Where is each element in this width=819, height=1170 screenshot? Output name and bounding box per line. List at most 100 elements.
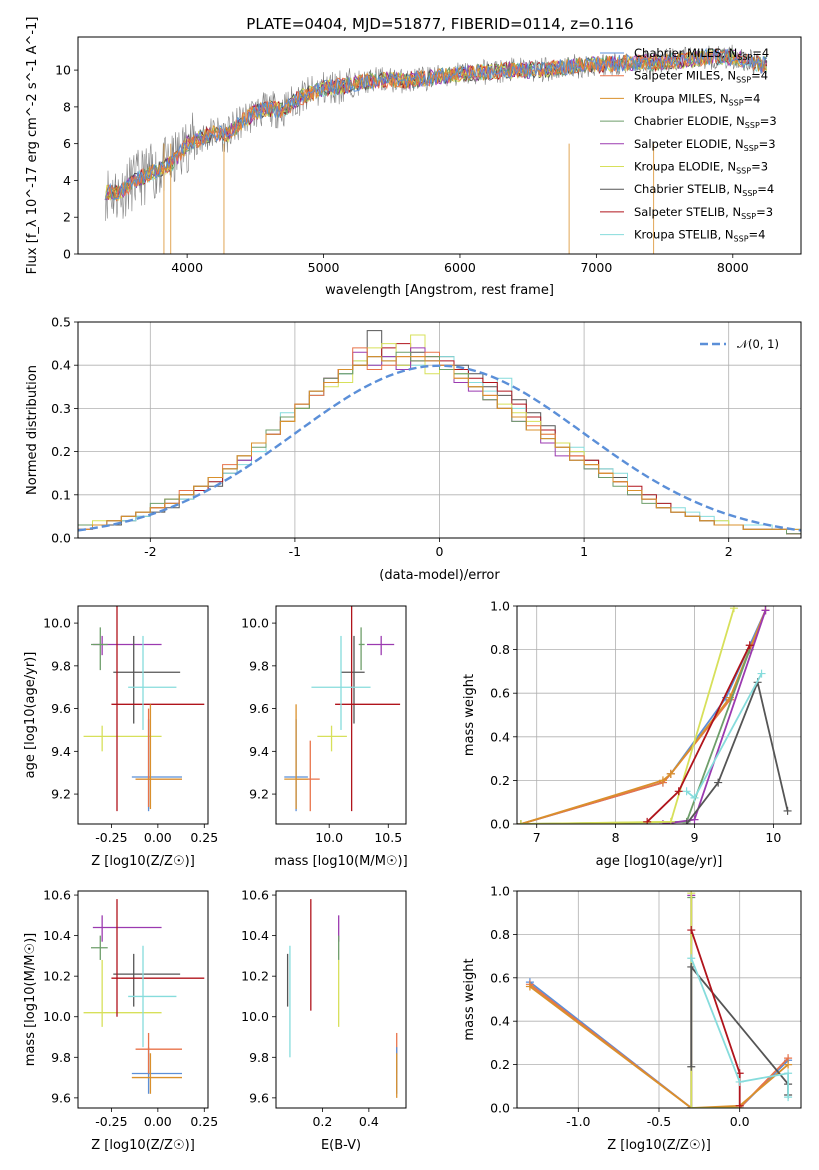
y-tick-label: 10.0 — [241, 616, 269, 631]
y-tick-label: 9.2 — [51, 787, 71, 802]
mass-weight-line — [529, 985, 789, 1108]
gaussian-curve — [78, 364, 801, 532]
mass-weight-marker — [784, 1060, 793, 1069]
ebv-mass-panel: 0.2 0.4 9.6 9.8 10.0 10.2 10.4 10.6 E(B-V) — [241, 888, 407, 1153]
y-tick-label: 10.2 — [43, 969, 71, 984]
y-tick-label: 4 — [63, 173, 71, 188]
legend-label-sub: SSP — [736, 167, 751, 176]
legend-label-sub: SSP — [745, 121, 760, 130]
y-tick-label: 0.2 — [490, 1057, 510, 1072]
y-tick-label: 0 — [63, 247, 71, 262]
legend-label-value: =4 — [744, 91, 761, 105]
x-tick-label: 7000 — [580, 260, 612, 275]
y-tick-label: 0.8 — [490, 642, 510, 657]
y-tick-label: 0.4 — [490, 1014, 510, 1029]
mass-weight-line — [685, 679, 789, 824]
mass-weight-marker — [674, 787, 683, 796]
y-tick-label: 2 — [63, 210, 71, 225]
histogram-step — [78, 356, 801, 538]
legend-label: Kroupa MILES, NSSP=4 — [634, 91, 760, 107]
y-tick-label: 10.4 — [241, 928, 269, 943]
x-tick-label: 0.4 — [359, 1114, 379, 1129]
legend-label-value: =3 — [760, 114, 777, 128]
plot-area — [286, 899, 398, 1098]
y-tick-label: 10.0 — [241, 1009, 269, 1024]
mass-weight-marker — [735, 1077, 744, 1086]
legend-label-sub: SSP — [737, 53, 752, 62]
x-tick-label: 10.0 — [315, 830, 343, 845]
x-axis-label: (data-model)/error — [379, 568, 500, 583]
axes-frame — [516, 890, 802, 1109]
age-weight-panel: 7 8 9 10 0.0 0.2 0.4 0.6 0.8 1.0 age [log10(age/yr… — [462, 599, 802, 869]
z-age-panel: -0.25 0.00 0.25 9.2 9.4 9.6 9.8 10.0 Z [log10(Z/… — [23, 605, 218, 869]
x-tick-label: 0.00 — [144, 1114, 172, 1129]
y-tick-label: 0.6 — [490, 686, 510, 701]
mass-weight-marker — [525, 982, 534, 991]
legend-label-sub: SSP — [744, 144, 759, 153]
y-tick-label: 1.0 — [490, 599, 510, 614]
y-tick-label: 9.8 — [249, 658, 269, 673]
y-tick-label: 6 — [63, 136, 71, 151]
x-tick-label: 4000 — [171, 260, 203, 275]
z-weight-panel: -1.0 -0.5 0.0 0.0 0.2 0.4 0.6 0.8 1.0 Z [log10(Z/… — [462, 884, 802, 1153]
legend-label-sub: SSP — [742, 189, 757, 198]
y-axis-label: mass weight — [462, 958, 477, 1040]
y-tick-label: 10.4 — [43, 928, 71, 943]
legend-label-value: =3 — [756, 205, 773, 219]
axes-frame — [77, 890, 209, 1109]
y-tick-label: 9.6 — [249, 701, 269, 716]
x-axis-label: E(B-V) — [321, 1138, 361, 1153]
mass-weight-marker — [714, 778, 723, 787]
y-tick-label: 10 — [55, 63, 71, 78]
plot-area — [83, 899, 205, 1094]
y-tick-label: 0.1 — [51, 487, 71, 502]
mass-weight-marker — [783, 806, 792, 815]
y-axis-label: mass [log10(M/M☉)] — [23, 933, 38, 1066]
x-tick-label: 0.0 — [730, 1114, 750, 1129]
mass-weight-marker — [643, 817, 652, 824]
y-tick-label: 8 — [63, 99, 71, 114]
legend-label-value: =3 — [751, 160, 768, 174]
model-spectrum — [104, 47, 768, 201]
legend-label-sub: SSP — [741, 212, 756, 221]
y-tick-label: 10.0 — [43, 616, 71, 631]
axes-frame — [275, 890, 407, 1109]
y-axis-label: mass weight — [462, 674, 477, 756]
legend-label-main: Chabrier ELODIE, N — [634, 114, 745, 128]
x-axis-label: mass [log10(M/M☉)] — [274, 854, 407, 869]
x-axis-label: wavelength [Angstrom, rest frame] — [325, 283, 554, 298]
spectrum-panel: 4000 5000 6000 7000 8000 0 2 4 6 8 10 wavelength [A… — [25, 17, 802, 298]
y-tick-label: 0.6 — [490, 970, 510, 985]
legend-label: Chabrier ELODIE, NSSP=3 — [634, 114, 777, 130]
plot-area — [104, 44, 768, 254]
mass-weight-marker — [687, 891, 696, 898]
y-tick-label: 1.0 — [490, 884, 510, 899]
y-tick-label: 9.8 — [249, 1050, 269, 1065]
plot-area — [78, 322, 801, 538]
mass-weight-marker — [784, 1093, 793, 1102]
legend-label: Chabrier MILES, NSSP=4 — [634, 46, 769, 62]
y-axis-label: Normed distribution — [25, 365, 40, 495]
x-tick-label: 7 — [533, 830, 541, 845]
x-tick-label: 1 — [580, 544, 588, 559]
legend-label: Salpeter STELIB, NSSP=3 — [634, 205, 773, 221]
y-tick-label: 10.2 — [241, 969, 269, 984]
y-tick-label: 9.8 — [51, 658, 71, 673]
axes-frame — [77, 605, 209, 825]
y-tick-label: 9.6 — [51, 701, 71, 716]
x-tick-label: 10.5 — [374, 830, 402, 845]
mass-weight-marker — [517, 820, 525, 824]
mass-weight-marker — [687, 954, 696, 963]
x-tick-label: 10 — [765, 830, 781, 845]
x-axis-label: Z [log10(Z/Z☉)] — [607, 1138, 711, 1153]
mass-weight-marker — [784, 1069, 793, 1078]
x-tick-label: 0 — [436, 544, 444, 559]
mass-weight-marker — [690, 815, 699, 824]
legend-label-main: Chabrier STELIB, N — [634, 182, 742, 196]
plot-area — [517, 891, 801, 1108]
legend-label-value: =4 — [749, 228, 766, 242]
y-tick-label: 0.4 — [490, 729, 510, 744]
legend-label: 𝒩(0, 1) — [737, 337, 779, 351]
legend-label-sub: SSP — [729, 98, 744, 107]
legend-label-value: =4 — [752, 46, 769, 60]
